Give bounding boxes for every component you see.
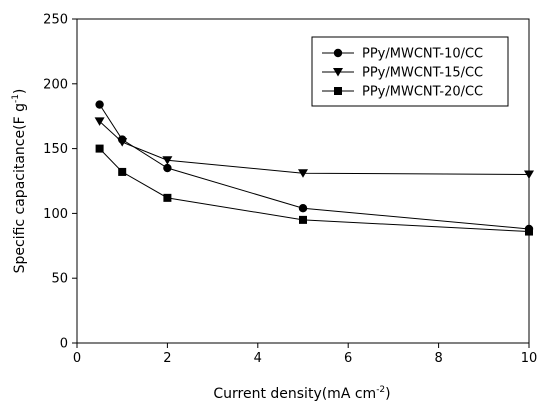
x-tick-label: 0 <box>73 351 81 366</box>
y-tick-label: 250 <box>43 13 68 28</box>
data-point <box>162 156 173 165</box>
data-point <box>299 215 307 224</box>
y-axis-ticks: 0 50 100 150 200 250 <box>43 13 77 352</box>
series-3 <box>95 144 533 236</box>
x-axis-ticks: 0 2 4 6 8 10 <box>73 343 537 366</box>
data-point <box>118 167 127 176</box>
data-point <box>298 204 308 213</box>
legend: PPy/MWCNT-10/CC PPy/MWCNT-15/CC PPy/MWCNT-… <box>311 36 509 107</box>
x-tick-label: 4 <box>254 351 262 366</box>
legend-label: PPy/MWCNT-20/CC <box>362 85 483 100</box>
data-point <box>524 170 534 180</box>
legend-item: PPy/MWCNT-20/CC <box>322 85 483 100</box>
y-tick-label: 0 <box>60 337 68 352</box>
y-tick-label: 200 <box>43 77 68 92</box>
plot-frame <box>76 18 530 344</box>
plot-axes <box>76 18 530 344</box>
legend-marker <box>334 87 342 95</box>
y-tick-label: 150 <box>43 142 68 157</box>
legend-label: PPy/MWCNT-10/CC <box>362 47 483 62</box>
x-tick-label: 10 <box>521 351 538 366</box>
legend-item: PPy/MWCNT-10/CC <box>322 47 483 62</box>
y-axis-title: Specific capacitance(F g-1) <box>11 89 28 274</box>
x-axis-title: Current density(mA cm-2) <box>213 385 390 402</box>
x-tick-label: 6 <box>344 351 352 366</box>
legend-marker <box>333 68 343 77</box>
series-1 <box>95 100 534 234</box>
data-point <box>163 163 172 173</box>
x-tick-label: 8 <box>434 351 442 366</box>
series-line <box>99 148 530 233</box>
data-point <box>525 227 533 236</box>
series-2 <box>94 117 534 180</box>
y-tick-label: 50 <box>51 272 68 287</box>
y-tick-label: 100 <box>43 207 68 222</box>
legend-marker <box>333 48 343 58</box>
legend-label: PPy/MWCNT-15/CC <box>362 66 483 81</box>
legend-item: PPy/MWCNT-15/CC <box>322 66 483 81</box>
data-point <box>95 144 104 153</box>
x-tick-label: 2 <box>163 351 171 366</box>
data-point <box>94 117 105 126</box>
data-point <box>117 138 128 147</box>
series-group <box>94 100 534 236</box>
data-point <box>163 193 172 202</box>
data-point <box>95 100 104 109</box>
data-point <box>298 169 308 178</box>
